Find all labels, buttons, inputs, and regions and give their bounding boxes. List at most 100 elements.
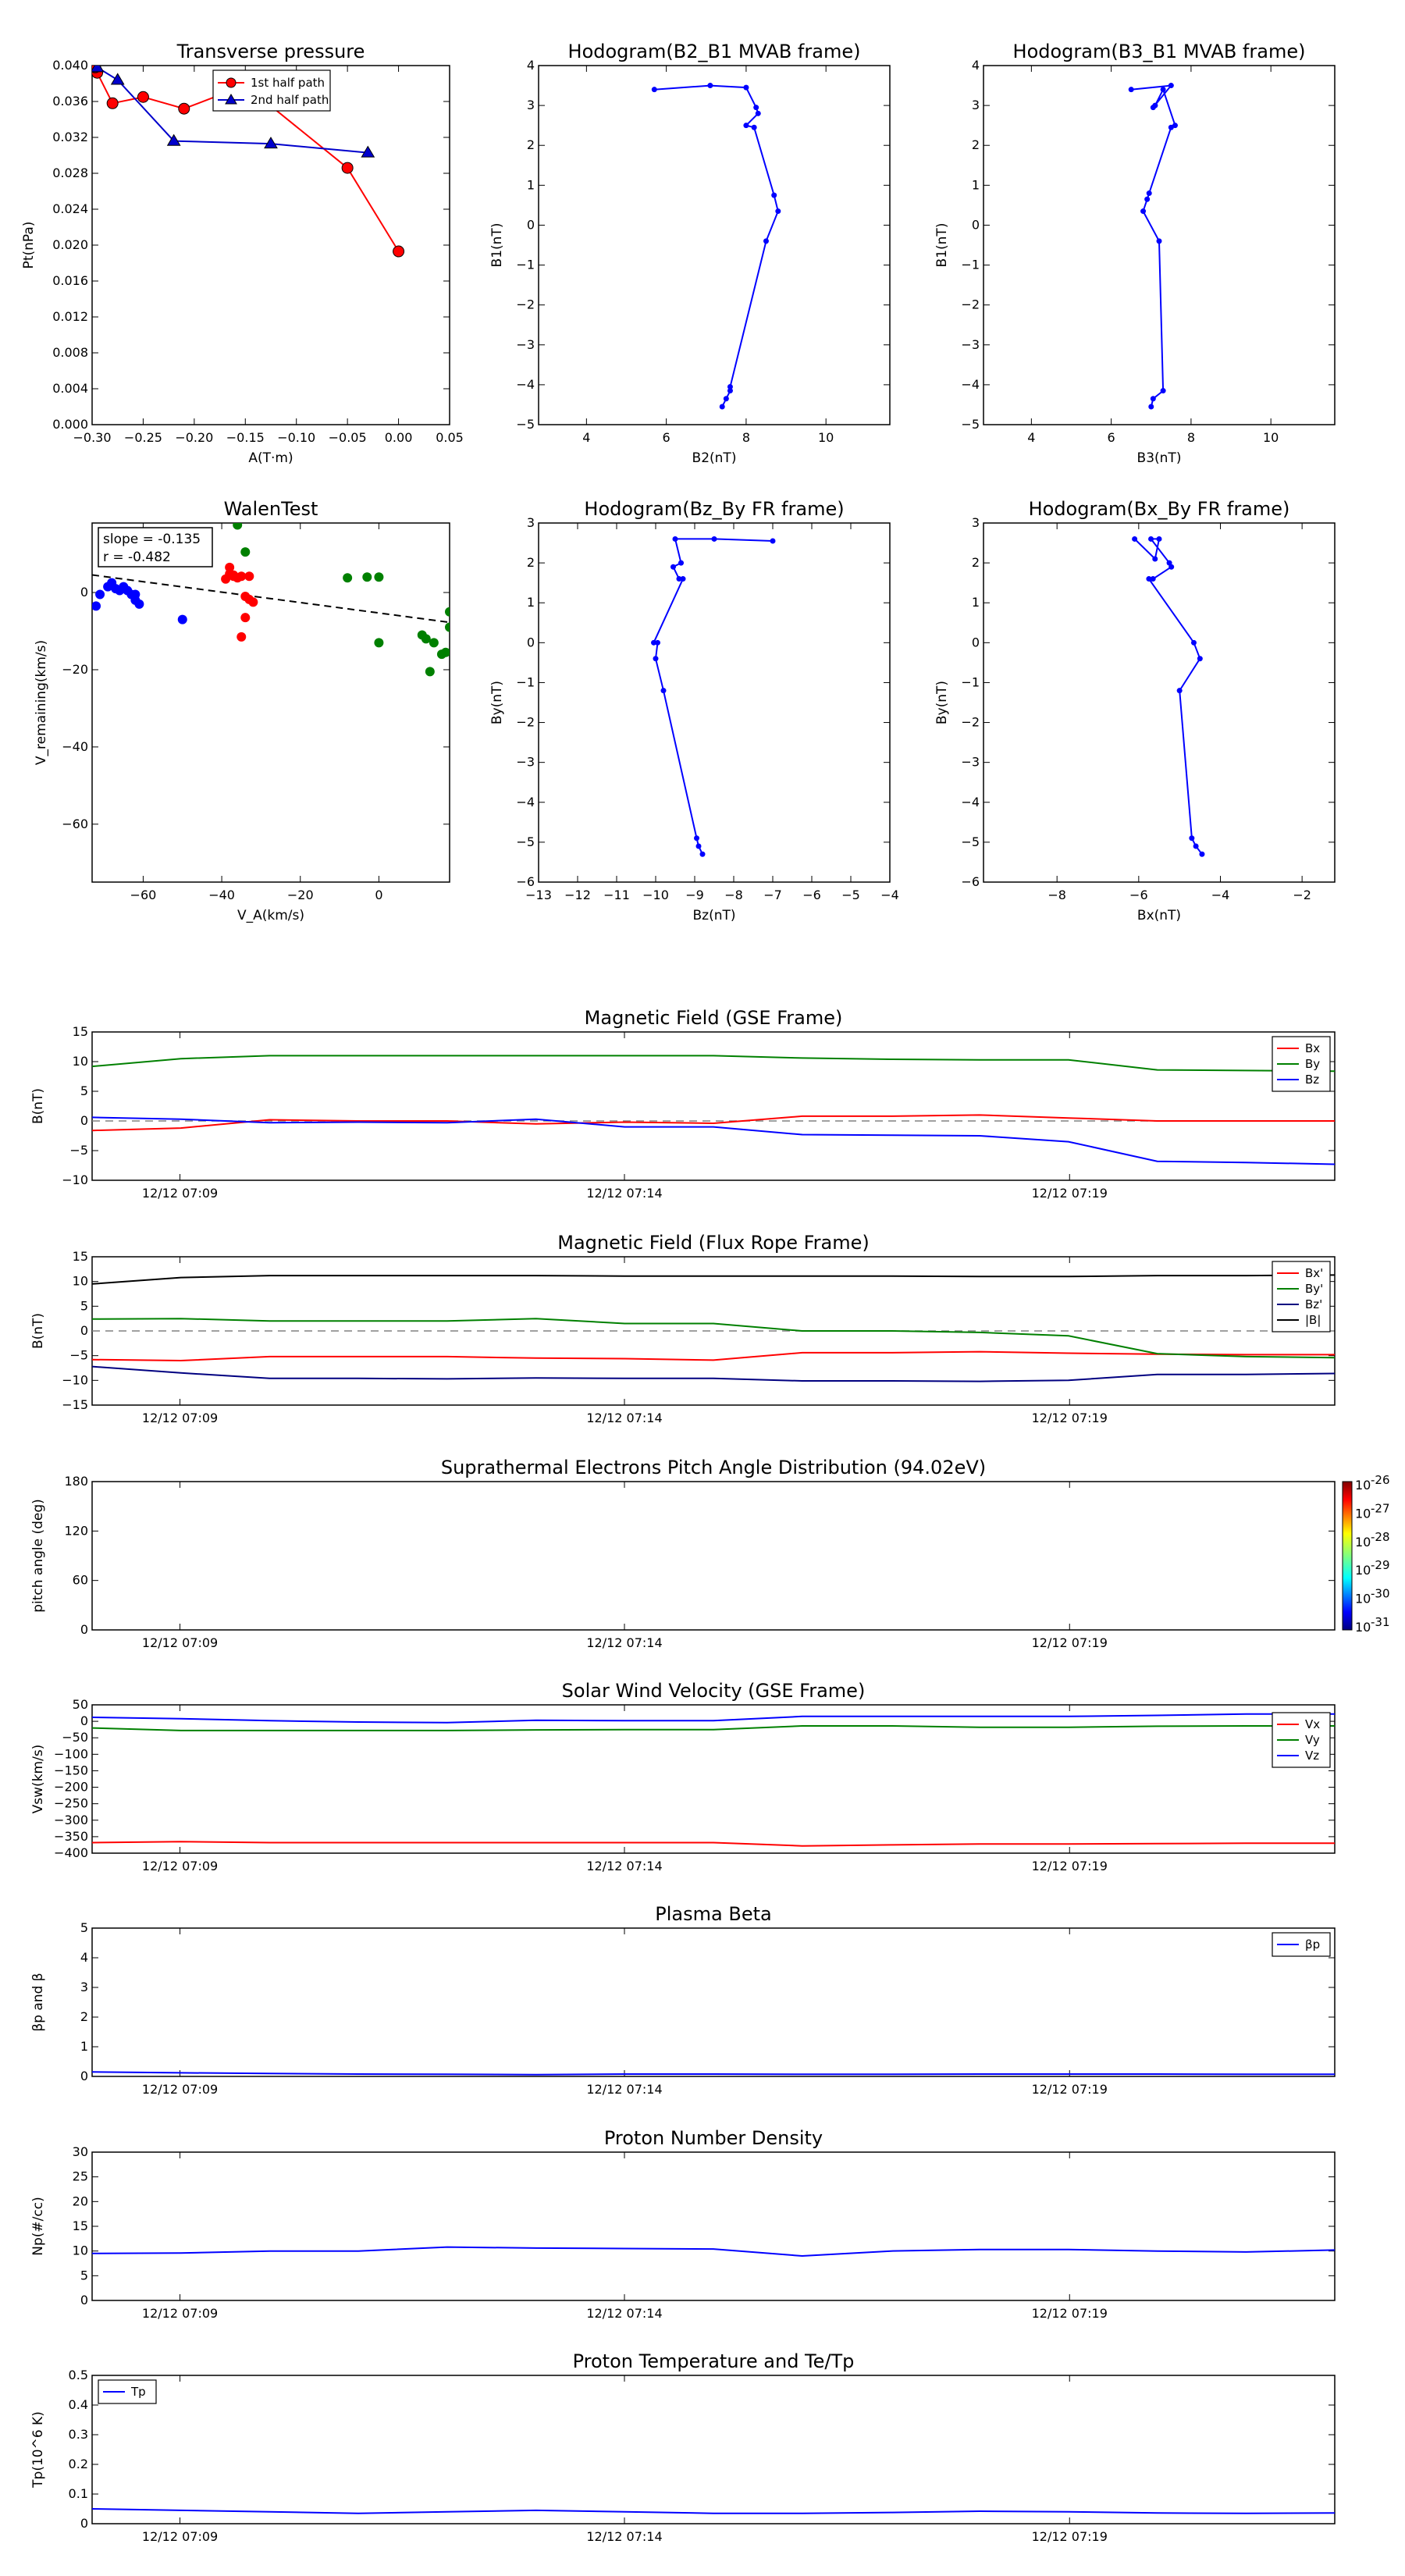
data-point [653, 656, 659, 662]
series-line-Vz [92, 1713, 1335, 1724]
data-point [166, 133, 181, 146]
proton-temperature-panel: Proton Temperature and Te/Tp 0 0.1 0.2 0.3 0.… [30, 2350, 1336, 2544]
x-axis-label: V_A(km/s) [237, 908, 304, 923]
y-tick-label: 0.020 [52, 237, 88, 252]
x-tick-label: −0.30 [73, 430, 111, 445]
x-tick-label: −12 [564, 888, 591, 902]
time-tick-label: 12/12 07:09 [142, 2529, 218, 2544]
chart-title: Hodogram(B2_B1 MVAB frame) [568, 41, 861, 62]
data-point [92, 601, 101, 611]
x-tick-label: −13 [525, 888, 552, 902]
chart-title: WalenTest [224, 498, 318, 520]
data-point [374, 572, 384, 582]
annotation-box [98, 527, 213, 568]
hodogram-path [654, 84, 779, 407]
y-tick-label: −350 [54, 1829, 88, 1844]
electron-pad-panel: Suprathermal Electrons Pitch Angle Distr… [30, 1457, 1390, 1650]
x-tick-label: −0.25 [124, 430, 162, 445]
plasma-beta-panel: Plasma Beta 0 1 2 3 4 5 βp and β 12/12 07:09 12/1… [30, 1903, 1336, 2097]
legend-marker [225, 94, 237, 105]
data-point [1150, 105, 1156, 111]
y-tick-label: 0 [80, 1113, 88, 1128]
y-tick-label: 15 [73, 1024, 88, 1039]
annotation-r: r = -0.482 [103, 550, 171, 565]
x-tick-label: 8 [742, 430, 750, 445]
y-tick-label: −50 [62, 1730, 88, 1745]
y-tick-label: 0.2 [69, 2457, 88, 2471]
x-tick-label: 0.05 [436, 430, 464, 445]
y-tick-label: −5 [69, 1348, 88, 1363]
plot-frame [91, 2375, 1336, 2524]
y-tick-label: −5 [961, 417, 980, 432]
time-tick-label: 12/12 07:09 [142, 1186, 218, 1201]
data-point [719, 404, 725, 410]
chart-title: Magnetic Field (GSE Frame) [585, 1007, 843, 1029]
data-point [1148, 535, 1154, 542]
y-tick-label: −6 [961, 874, 980, 889]
y-tick-label: 0.028 [52, 165, 88, 180]
time-tick-label: 12/12 07:19 [1032, 2529, 1108, 2544]
data-point [1140, 208, 1147, 215]
x-tick-label: −20 [287, 888, 314, 902]
y-tick-label: −4 [961, 377, 980, 392]
hodogram-b2-b1-panel: Hodogram(B2_B1 MVAB frame) −5 −4 −3 −2 −1 0 1 2 3… [489, 41, 891, 466]
y-axis-label: By(nT) [489, 681, 505, 724]
series-line-Bx [92, 1114, 1335, 1132]
y-tick-label: 120 [64, 1523, 88, 1538]
data-point [751, 124, 757, 130]
y-tick-label: −4 [516, 377, 535, 392]
y-tick-label: −1 [516, 674, 535, 689]
series-line-By' [92, 1318, 1335, 1359]
y-tick-label: −1 [516, 258, 535, 272]
legend-label: Bx [1305, 1041, 1320, 1055]
y-axis-label: B(nT) [30, 1088, 46, 1124]
legend-label: Vz [1305, 1749, 1319, 1763]
y-tick-label: 30 [73, 2144, 88, 2159]
colorbar-tick-label: 10 [1355, 1506, 1371, 1521]
y-tick-label: 0.004 [52, 381, 88, 396]
y-tick-label: 3 [527, 515, 535, 530]
data-point [651, 87, 657, 93]
colorbar-tick-exponent: -28 [1371, 1530, 1390, 1544]
series-group [92, 2246, 1335, 2258]
series-group [92, 2071, 1335, 2076]
x-tick-label: −4 [1211, 888, 1230, 902]
data-point [233, 523, 243, 530]
y-axis-label: B1(nT) [934, 223, 950, 268]
data-point [651, 639, 656, 646]
data-point [1199, 851, 1205, 857]
legend-label: By' [1305, 1282, 1323, 1296]
y-tick-label: 5 [80, 1083, 88, 1098]
proton-density-panel: Proton Number Density 0 5 10 15 20 25 30 Np(#/cc… [30, 2127, 1336, 2321]
legend-label: 1st half path [251, 76, 325, 90]
x-tick-label: −10 [642, 888, 669, 902]
chart-title: Solar Wind Velocity (GSE Frame) [562, 1680, 866, 1702]
y-tick-label: −250 [54, 1796, 88, 1811]
hodogram-path [1131, 84, 1176, 407]
data-point [229, 571, 239, 582]
x-axis-label: Bx(nT) [1137, 908, 1181, 923]
y-tick-label: 2 [972, 137, 980, 152]
x-tick-label: −0.10 [277, 430, 315, 445]
data-point [1152, 556, 1158, 562]
y-tick-label: 3 [80, 1980, 88, 1994]
time-tick-label: 12/12 07:14 [586, 2082, 662, 2097]
hodogram-path [1133, 538, 1203, 855]
y-tick-label: −60 [62, 817, 88, 831]
y-tick-label: 15 [73, 2218, 88, 2233]
solar-wind-velocity-panel: Solar Wind Velocity (GSE Frame) −400−350 −… [30, 1680, 1336, 1873]
y-axis-label: Vsw(km/s) [30, 1745, 46, 1814]
data-point [244, 571, 254, 582]
chart-title: Suprathermal Electrons Pitch Angle Distr… [441, 1457, 986, 1478]
y-tick-label: 1 [972, 595, 980, 610]
y-tick-label: −10 [62, 1172, 88, 1187]
legend-marker [226, 77, 237, 88]
data-point [362, 572, 372, 582]
series-line-Np [92, 2246, 1335, 2258]
y-tick-label: 60 [73, 1573, 88, 1588]
y-tick-label: 0 [80, 2516, 88, 2531]
y-tick-label: 0 [527, 217, 535, 232]
y-axis-label: pitch angle (deg) [30, 1499, 46, 1613]
series-group [92, 1055, 1335, 1165]
y-tick-label: 3 [527, 98, 535, 112]
